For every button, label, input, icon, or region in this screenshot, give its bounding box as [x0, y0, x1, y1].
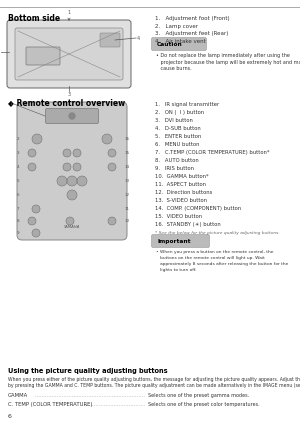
FancyBboxPatch shape	[7, 20, 131, 88]
Text: 3: 3	[68, 92, 70, 97]
Text: Bottom side: Bottom side	[8, 14, 60, 23]
Text: 1.   IR signal transmitter: 1. IR signal transmitter	[155, 102, 219, 107]
Text: 2.   ON (  I ) button: 2. ON ( I ) button	[155, 110, 204, 115]
Text: 13: 13	[125, 179, 130, 183]
Circle shape	[28, 149, 36, 157]
Circle shape	[73, 149, 81, 157]
Text: buttons on the remote control will light up. Wait: buttons on the remote control will light…	[156, 256, 265, 260]
FancyBboxPatch shape	[100, 33, 120, 47]
Text: * See the below for the picture quality adjusting buttons.: * See the below for the picture quality …	[155, 231, 280, 235]
Circle shape	[32, 205, 40, 213]
Text: 1.   Adjustment foot (Front): 1. Adjustment foot (Front)	[155, 16, 230, 21]
Circle shape	[28, 163, 36, 171]
Text: 11: 11	[125, 207, 130, 211]
Circle shape	[108, 217, 116, 225]
FancyBboxPatch shape	[152, 37, 206, 51]
Text: 10.  GAMMA button*: 10. GAMMA button*	[155, 174, 208, 179]
Text: When you press either of the picture quality adjusting buttons, the message for : When you press either of the picture qua…	[8, 377, 300, 382]
Circle shape	[28, 217, 36, 225]
Circle shape	[32, 134, 42, 144]
Text: C. TEMP (COLOR TEMPERATURE): C. TEMP (COLOR TEMPERATURE)	[8, 402, 92, 407]
Text: 16: 16	[125, 137, 130, 141]
Text: 6: 6	[16, 193, 19, 197]
Circle shape	[69, 113, 75, 119]
Text: 11.  ASPECT button: 11. ASPECT button	[155, 182, 206, 187]
Text: 1: 1	[68, 10, 70, 15]
Text: 9: 9	[16, 231, 19, 235]
Text: ◆ Remote control overview: ◆ Remote control overview	[8, 98, 125, 107]
Circle shape	[73, 163, 81, 171]
Circle shape	[32, 229, 40, 237]
Text: Selects one of the preset gamma modes.: Selects one of the preset gamma modes.	[148, 393, 249, 398]
FancyBboxPatch shape	[15, 28, 123, 80]
FancyBboxPatch shape	[17, 102, 127, 240]
Circle shape	[57, 176, 67, 186]
Text: 12.  Direction buttons: 12. Direction buttons	[155, 190, 212, 195]
Text: 15: 15	[125, 151, 130, 155]
Circle shape	[77, 176, 87, 186]
Text: Selects one of the preset color temperatures.: Selects one of the preset color temperat…	[148, 402, 260, 407]
FancyBboxPatch shape	[152, 235, 209, 247]
Text: GAMMA: GAMMA	[8, 393, 28, 398]
Text: 14.  COMP. (COMPONENT) button: 14. COMP. (COMPONENT) button	[155, 206, 241, 211]
Text: projector because the lamp will be extremely hot and may: projector because the lamp will be extre…	[156, 60, 300, 65]
Text: 7.   C.TEMP (COLOR TEMPERATURE) button*: 7. C.TEMP (COLOR TEMPERATURE) button*	[155, 150, 269, 155]
Text: 8.   AUTO button: 8. AUTO button	[155, 158, 199, 163]
Circle shape	[67, 176, 77, 186]
Text: 6: 6	[8, 414, 12, 419]
Text: 10: 10	[125, 219, 130, 223]
Text: 9.   IRIS button: 9. IRIS button	[155, 166, 194, 171]
FancyBboxPatch shape	[46, 108, 98, 124]
Text: 2.   Lamp cover: 2. Lamp cover	[155, 23, 198, 28]
Text: 7: 7	[16, 207, 19, 211]
Text: Using the picture quality adjusting buttons: Using the picture quality adjusting butt…	[8, 368, 168, 374]
Text: by pressing the GAMMA and C. TEMP buttons. The picture quality adjustment can be: by pressing the GAMMA and C. TEMP button…	[8, 383, 300, 388]
Circle shape	[66, 217, 74, 225]
Text: YAMAHA: YAMAHA	[64, 225, 80, 229]
Text: • When you press a button on the remote control, the: • When you press a button on the remote …	[156, 250, 274, 254]
Text: 6.   MENU button: 6. MENU button	[155, 142, 200, 147]
Text: 4: 4	[137, 36, 140, 40]
Text: Important: Important	[157, 238, 190, 244]
Text: 8: 8	[16, 219, 19, 223]
Text: 3.   Adjustment feet (Rear): 3. Adjustment feet (Rear)	[155, 31, 228, 36]
Text: 3.   DVI button: 3. DVI button	[155, 118, 193, 123]
Circle shape	[63, 149, 71, 157]
Circle shape	[102, 134, 112, 144]
Text: 4.   D-SUB button: 4. D-SUB button	[155, 126, 201, 131]
Circle shape	[108, 149, 116, 157]
Text: 15.  VIDEO button: 15. VIDEO button	[155, 214, 202, 219]
Text: 14: 14	[125, 165, 130, 169]
Text: 16.  STANDBY (☀) button: 16. STANDBY (☀) button	[155, 222, 221, 227]
Text: 12: 12	[125, 193, 130, 197]
Text: 4.   Air intake vent: 4. Air intake vent	[155, 39, 206, 43]
Text: Caution: Caution	[157, 42, 183, 46]
Text: approximately 8 seconds after releasing the button for the: approximately 8 seconds after releasing …	[156, 262, 288, 266]
Circle shape	[67, 190, 77, 200]
Text: lights to turn off.: lights to turn off.	[156, 268, 196, 272]
Text: 13.  S-VIDEO button: 13. S-VIDEO button	[155, 198, 207, 203]
Text: 4: 4	[16, 165, 19, 169]
Text: cause burns.: cause burns.	[156, 66, 192, 71]
Text: 2: 2	[16, 137, 19, 141]
Text: 5: 5	[16, 179, 19, 183]
Circle shape	[63, 163, 71, 171]
Text: 1: 1	[10, 100, 13, 105]
Text: 3: 3	[16, 151, 19, 155]
Circle shape	[108, 163, 116, 171]
Text: • Do not replace the lamp immediately after using the: • Do not replace the lamp immediately af…	[156, 53, 290, 58]
FancyBboxPatch shape	[26, 47, 60, 65]
Text: 5.   ENTER button: 5. ENTER button	[155, 134, 201, 139]
